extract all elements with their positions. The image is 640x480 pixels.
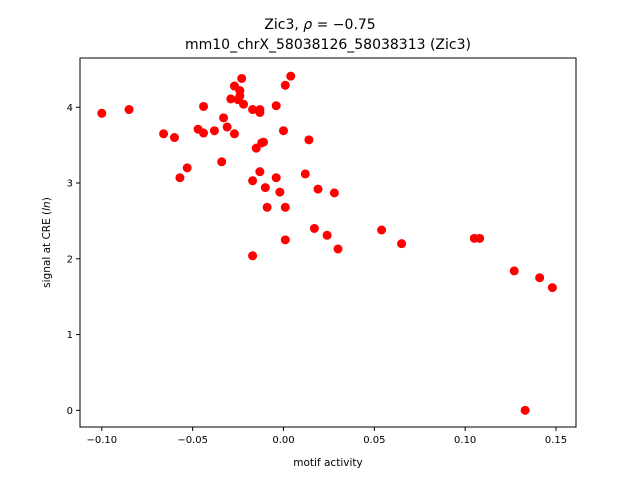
scatter-point xyxy=(547,283,557,293)
scatter-point xyxy=(300,169,310,179)
y-axis-label: signal at CRE (ln) xyxy=(41,197,53,288)
scatter-point xyxy=(535,273,545,283)
scatter-point xyxy=(475,233,485,243)
scatter-point xyxy=(97,108,107,118)
scatter-point xyxy=(271,101,281,111)
y-tick-label: 1 xyxy=(67,330,73,341)
scatter-point xyxy=(229,129,239,139)
scatter-point xyxy=(286,71,296,81)
x-axis-ticks: −0.10 −0.05 0.00 0.05 0.10 0.15 xyxy=(86,427,567,446)
x-tick-label: 0.15 xyxy=(545,435,567,446)
scatter-point xyxy=(255,167,265,177)
scatter-point xyxy=(219,113,229,123)
y-tick-label: 3 xyxy=(67,179,73,190)
y-axis-label-prefix: signal at CRE ( xyxy=(41,211,53,288)
scatter-point xyxy=(271,173,281,183)
scatter-point xyxy=(262,202,272,212)
scatter-point xyxy=(329,188,339,198)
scatter-point xyxy=(304,135,314,145)
scatter-point xyxy=(248,176,258,186)
scatter-point xyxy=(175,173,185,183)
scatter-point xyxy=(237,73,247,83)
scatter-point xyxy=(520,405,530,415)
scatter-point xyxy=(199,101,209,111)
scatter-point xyxy=(509,266,519,276)
scatter-point xyxy=(377,225,387,235)
y-tick-label: 0 xyxy=(67,406,73,417)
points-layer xyxy=(97,71,557,415)
chart-title-rho-value: = −0.75 xyxy=(312,17,376,33)
y-tick-label: 4 xyxy=(67,103,73,114)
plot-frame xyxy=(79,57,577,428)
y-axis-ticks: 0 1 2 3 4 xyxy=(67,103,80,417)
x-tick-label: −0.10 xyxy=(86,435,117,446)
chart-title-prefix: Zic3, xyxy=(264,17,303,33)
x-tick-label: 0.00 xyxy=(272,435,294,446)
scatter-point xyxy=(313,184,323,194)
scatter-point xyxy=(260,183,270,193)
scatter-point xyxy=(280,80,290,90)
x-tick-label: 0.10 xyxy=(454,435,476,446)
scatter-point xyxy=(222,122,232,132)
scatter-point xyxy=(322,230,332,240)
scatter-point xyxy=(239,99,249,109)
y-axis-label-italic: ln xyxy=(41,201,53,211)
scatter-point xyxy=(226,94,236,104)
scatter-point xyxy=(235,91,245,101)
scatter-point xyxy=(280,235,290,245)
chart-title-line1: Zic3, ρ = −0.75 xyxy=(264,17,375,33)
scatter-point xyxy=(182,163,192,173)
x-axis-label: motif activity xyxy=(293,457,362,469)
scatter-point xyxy=(309,223,319,233)
scatter-point xyxy=(217,157,227,167)
chart-title-rho-symbol: ρ xyxy=(303,17,312,33)
scatter-point xyxy=(169,133,179,143)
scatter-point xyxy=(259,137,268,147)
scatter-point xyxy=(248,105,258,115)
scatter-point xyxy=(209,126,219,136)
scatter-point xyxy=(333,244,343,254)
y-axis-label-suffix: ) xyxy=(41,197,53,201)
x-tick-label: 0.05 xyxy=(363,435,385,446)
scatter-point xyxy=(124,105,134,115)
scatter-point xyxy=(275,187,285,197)
x-tick-label: −0.05 xyxy=(177,435,208,446)
scatter-point xyxy=(255,108,265,118)
scatter-point xyxy=(278,126,288,136)
scatter-point xyxy=(397,239,407,249)
scatter-point xyxy=(280,202,290,212)
y-tick-label: 2 xyxy=(67,254,73,265)
chart-title-line2: mm10_chrX_58038126_58038313 (Zic3) xyxy=(185,37,471,53)
scatter-point xyxy=(248,251,258,261)
scatter-point xyxy=(199,128,209,138)
scatter-point xyxy=(159,129,169,139)
